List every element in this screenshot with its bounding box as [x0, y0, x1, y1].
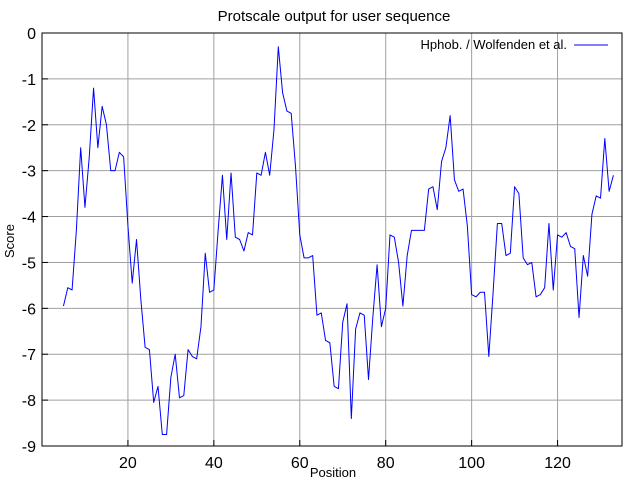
x-tick-label: 20: [119, 455, 137, 472]
y-tick-label: -1: [22, 72, 36, 89]
y-tick-label: -3: [22, 164, 36, 181]
legend: Hphob. / Wolfenden et al.: [421, 37, 608, 52]
x-axis-label: Position: [310, 465, 356, 480]
legend-entry-label: Hphob. / Wolfenden et al.: [421, 37, 567, 52]
chart-title: Protscale output for user sequence: [218, 8, 451, 25]
y-axis-label: Score: [2, 224, 17, 258]
y-tick-label: -6: [22, 301, 36, 318]
x-tick-label: 60: [291, 455, 309, 472]
series-layer: [62, 46, 614, 436]
y-tick-label: -2: [22, 118, 36, 135]
y-tick-label: -5: [22, 255, 36, 272]
y-tick-label: -8: [22, 393, 36, 410]
y-tick-label: -9: [22, 439, 36, 456]
y-tick-label: 0: [27, 26, 36, 43]
plot-frame: [41, 32, 623, 447]
y-tick-label: -4: [22, 210, 36, 227]
y-tick-label: -7: [22, 347, 36, 364]
x-tick-label: 80: [377, 455, 395, 472]
axis-ticks: 20 40 60 80 100 120 0 -1 -2 -3 -4 -5 -6 -7 -8 -9: [22, 26, 571, 472]
series-line-0: [62, 46, 614, 436]
x-tick-label: 40: [205, 455, 223, 472]
x-tick-label: 120: [544, 455, 571, 472]
x-tick-label: 100: [458, 455, 485, 472]
